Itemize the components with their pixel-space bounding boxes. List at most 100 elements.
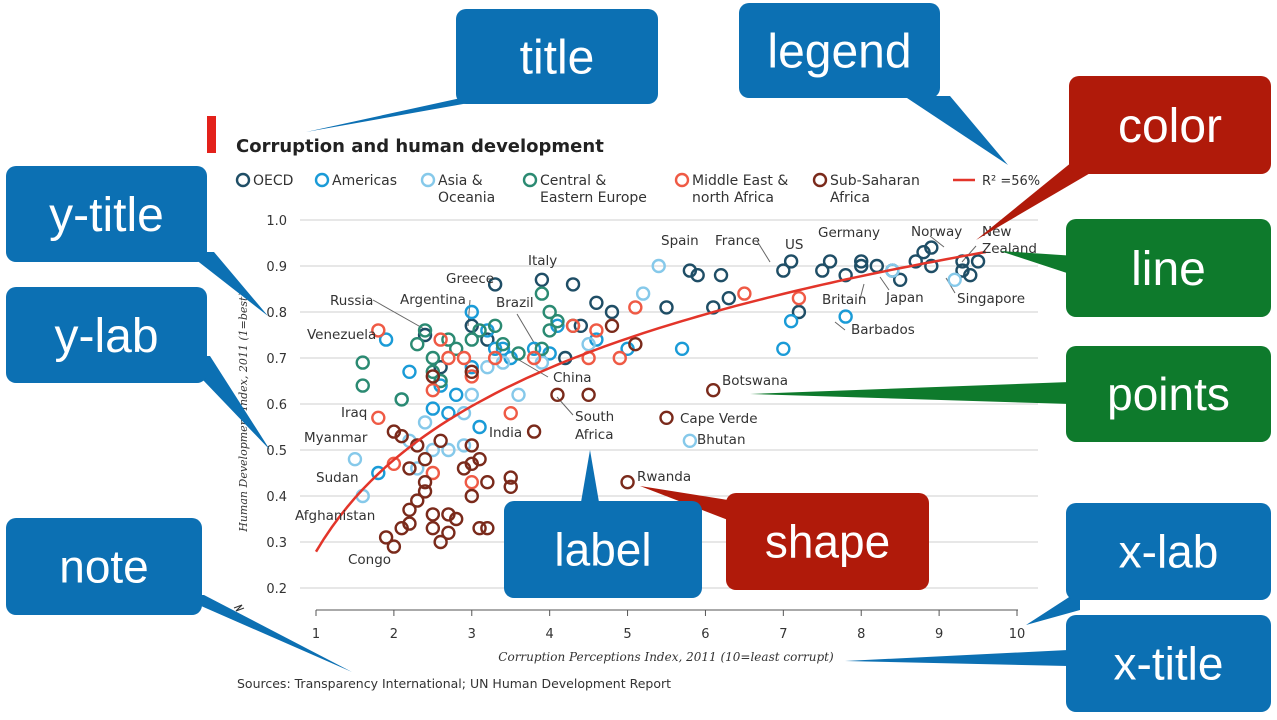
legend-label: Asia & xyxy=(438,173,483,189)
data-point xyxy=(690,268,705,283)
data-point xyxy=(581,387,596,402)
callout-line-box xyxy=(1066,219,1271,317)
point-label: Afghanistan xyxy=(295,508,375,524)
callout-shape-box xyxy=(726,493,929,590)
callout-x-lab-box xyxy=(1066,503,1271,600)
y-tick-label: 0.9 xyxy=(266,260,287,275)
data-point xyxy=(456,350,472,366)
data-point xyxy=(472,323,487,338)
data-point xyxy=(417,475,433,490)
point-label: Japan xyxy=(885,290,924,306)
callout-y-lab-text: y-lab xyxy=(54,310,158,363)
callout-pointer xyxy=(176,595,352,672)
data-point xyxy=(472,521,487,536)
y-tick-label: 0.8 xyxy=(266,306,287,321)
data-point xyxy=(464,304,479,320)
callout-title-box xyxy=(456,9,658,104)
callout-note-text: note xyxy=(59,541,149,593)
data-point xyxy=(425,521,441,536)
legend: OECD Americas Asia &Oceania Central &Easter… xyxy=(235,172,1040,206)
point-label: Brazil xyxy=(496,295,534,311)
callout-label-text: label xyxy=(554,524,651,576)
point-label: France xyxy=(715,233,760,249)
legend-label: OECD xyxy=(253,173,293,189)
y-tick-label: 0.2 xyxy=(266,582,287,597)
callout-color-box xyxy=(1069,76,1271,174)
callout-pointer xyxy=(1000,251,1076,276)
data-point xyxy=(776,263,791,278)
callout-y-lab: y-lab xyxy=(6,287,207,383)
callouts: title legend color y-title line y-lab points la… xyxy=(6,3,1271,712)
legend-label: Middle East & xyxy=(692,173,788,189)
callout-y-title-text: y-title xyxy=(49,189,164,242)
data-point xyxy=(550,314,565,329)
source-note: Sources: Transparency International; UN … xyxy=(237,676,671,691)
data-point xyxy=(417,484,433,499)
data-point xyxy=(386,539,402,554)
legend-label: Africa xyxy=(830,190,870,206)
data-point xyxy=(371,323,386,338)
point-label: New xyxy=(982,224,1011,240)
data-point xyxy=(425,383,441,398)
callout-points-text: points xyxy=(1107,368,1230,420)
data-point xyxy=(495,337,511,352)
data-point xyxy=(425,369,441,384)
data-point xyxy=(955,263,970,278)
data-point xyxy=(410,493,425,508)
data-point xyxy=(706,383,721,398)
data-point xyxy=(410,337,425,352)
x-tick-labels: 1 2 3 4 5 6 7 8 9 10 xyxy=(312,610,1025,642)
data-point xyxy=(542,304,557,320)
data-point xyxy=(573,318,589,333)
data-point xyxy=(924,258,939,274)
data-point xyxy=(511,387,526,402)
data-point xyxy=(402,502,417,517)
callout-pointer xyxy=(750,382,1070,404)
legend-label: Central & xyxy=(540,173,606,189)
data-point xyxy=(908,254,923,269)
y-tick-label: 0.7 xyxy=(266,352,287,367)
x-tick-label: 7 xyxy=(779,627,787,642)
data-point xyxy=(604,318,620,333)
point-label: Africa xyxy=(575,427,614,443)
data-point xyxy=(441,332,456,347)
data-point xyxy=(503,406,518,421)
data-point xyxy=(449,511,464,527)
data-point xyxy=(378,530,394,545)
x-tick-label: 10 xyxy=(1009,627,1026,642)
callout-pointer xyxy=(1026,590,1080,625)
callout-x-lab-text: x-lab xyxy=(1119,526,1219,578)
data-point xyxy=(791,304,807,320)
data-point xyxy=(355,378,370,393)
callout-pointer xyxy=(186,252,268,316)
data-point xyxy=(472,419,487,435)
legend-label: Sub-Saharan xyxy=(830,173,920,189)
callout-legend: legend xyxy=(739,3,940,98)
callout-note-box xyxy=(6,518,202,615)
data-point xyxy=(487,277,503,292)
callout-pointer xyxy=(306,96,508,132)
data-point xyxy=(480,475,495,490)
data-point xyxy=(503,479,518,494)
callout-x-lab: x-lab xyxy=(1066,503,1271,600)
y-tick-label: 0.5 xyxy=(266,444,287,459)
point-label: US xyxy=(785,237,803,253)
data-point xyxy=(464,387,479,402)
callout-label: label xyxy=(504,501,702,598)
data-point xyxy=(371,465,386,481)
data-point xyxy=(417,327,433,343)
axis-break xyxy=(233,604,245,612)
data-point xyxy=(425,465,441,481)
label-connector xyxy=(859,283,865,300)
callout-color-text: color xyxy=(1118,100,1222,153)
legend-label: Oceania xyxy=(438,190,495,206)
fit-line xyxy=(314,250,987,553)
callout-title: title xyxy=(456,9,658,104)
point-label: Myanmar xyxy=(304,430,368,446)
callout-pointer xyxy=(845,650,1068,666)
callout-shape-text: shape xyxy=(765,516,890,568)
data-point xyxy=(487,318,503,333)
data-point xyxy=(737,286,752,301)
